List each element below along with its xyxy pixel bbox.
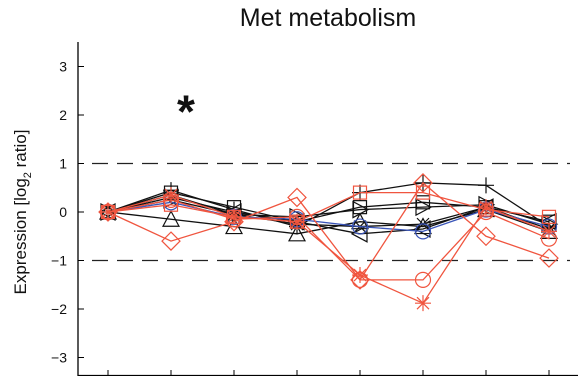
data-point [289, 214, 305, 229]
data-point [161, 231, 181, 251]
data-point [351, 212, 369, 230]
data-point [539, 248, 559, 268]
data-point [287, 187, 307, 208]
y-tick-label: 1 [59, 156, 67, 172]
series-line [107, 194, 550, 304]
data-point [352, 200, 370, 219]
data-point [415, 185, 431, 200]
data-point [350, 224, 368, 243]
data-point [541, 223, 557, 240]
data-point [414, 271, 432, 288]
significance-annotation: * [177, 85, 195, 137]
chart-title: Met metabolism [239, 4, 417, 32]
data-point [288, 224, 306, 242]
y-tick-label: 0 [59, 204, 67, 220]
data-point [413, 173, 433, 193]
data-point [163, 187, 179, 204]
data-point [414, 223, 432, 240]
data-point [478, 202, 494, 217]
data-point [541, 209, 557, 224]
series-line [107, 201, 550, 233]
data-point [478, 199, 494, 216]
y-tick-label: −2 [51, 301, 67, 317]
y-axis-label: Expression [log2 ratio] [11, 130, 34, 295]
data-point [476, 226, 496, 247]
data-point [226, 209, 242, 224]
data-point [100, 204, 116, 220]
y-tick-label: 3 [59, 59, 67, 75]
data-point [415, 198, 433, 217]
data-point [478, 177, 494, 194]
data-point [351, 218, 369, 235]
y-tick-label: −3 [51, 350, 67, 366]
series-line [107, 182, 550, 228]
data-point [163, 197, 179, 212]
series-10 [100, 185, 557, 229]
y-tick-label: −1 [51, 253, 67, 269]
data-point [350, 270, 370, 290]
data-point [415, 295, 431, 312]
series-line [107, 199, 550, 225]
data-point [352, 185, 368, 200]
series-line [107, 196, 550, 235]
data-point [352, 267, 368, 284]
series-line [107, 191, 550, 223]
y-tick-label: 2 [59, 107, 67, 123]
series-line [107, 181, 550, 282]
data-point [162, 210, 180, 227]
